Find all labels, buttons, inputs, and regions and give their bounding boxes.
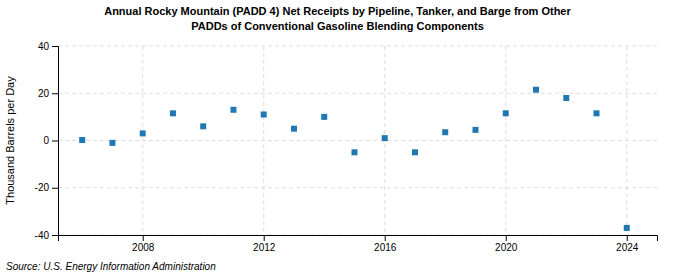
title: Annual Rocky Mountain (PADD 4) Net Recei… xyxy=(104,5,571,17)
x-tick-label: 2020 xyxy=(495,242,518,253)
point xyxy=(351,149,357,155)
x-tick-mark xyxy=(627,235,628,241)
x-tick: 2020 xyxy=(495,235,518,253)
y-axis: -40 -20 0 20 40 xyxy=(35,41,59,241)
y-grid-line xyxy=(58,140,657,141)
x-tick-mark xyxy=(143,235,144,241)
point xyxy=(442,129,448,135)
y-tick-label: -20 xyxy=(35,182,50,193)
x-tick-mark xyxy=(264,235,265,241)
x-axis: 2008 2012 2016 2020 2024 xyxy=(59,235,658,253)
point xyxy=(261,112,267,118)
y-tick: -40 xyxy=(35,230,58,241)
subtitle: PADDs of Conventional Gasoline Blending … xyxy=(191,20,484,32)
point xyxy=(109,140,115,146)
point xyxy=(503,110,509,116)
y-tick-mark xyxy=(52,93,58,94)
x-grid-line xyxy=(626,46,627,235)
y-tick: 0 xyxy=(43,135,58,146)
x-tick: 2012 xyxy=(253,235,276,253)
x-tick-label: 2008 xyxy=(132,242,155,253)
x-grid-line xyxy=(263,46,264,235)
point xyxy=(79,137,85,143)
y-tick: 20 xyxy=(38,88,58,99)
point xyxy=(624,225,630,231)
point xyxy=(170,110,176,116)
y-tick-label: -40 xyxy=(35,230,50,241)
x-tick-mark xyxy=(385,235,386,241)
point xyxy=(321,114,327,120)
point xyxy=(412,149,418,155)
chart: Annual Rocky Mountain (PADD 4) Net Recei… xyxy=(0,0,675,275)
y-tick: -20 xyxy=(35,182,58,193)
point xyxy=(291,126,297,132)
point xyxy=(472,127,478,133)
y-tick-mark xyxy=(52,235,58,236)
grid xyxy=(58,46,657,235)
x-grid-line xyxy=(142,46,143,235)
y-axis-label: Thousand Barrels per Day xyxy=(4,76,16,205)
plot-area: 2008 2012 2016 2020 2024 -40 -20 0 20 40 xyxy=(35,41,658,253)
y-grid-line xyxy=(58,46,657,47)
y-tick-mark xyxy=(52,141,58,142)
y-tick-label: 40 xyxy=(38,41,50,52)
point xyxy=(200,123,206,129)
x-tick: 2016 xyxy=(374,235,397,253)
x-tick: 2008 xyxy=(132,235,155,253)
point xyxy=(382,135,388,141)
y-tick-mark xyxy=(52,188,58,189)
x-tick-label: 2024 xyxy=(616,242,639,253)
title-group: Annual Rocky Mountain (PADD 4) Net Recei… xyxy=(104,5,571,32)
x-axis-line xyxy=(59,236,658,242)
point xyxy=(563,95,569,101)
x-tick-label: 2012 xyxy=(253,242,276,253)
y-tick-label: 0 xyxy=(43,135,49,146)
x-tick-mark xyxy=(506,235,507,241)
point xyxy=(140,130,146,136)
annotation: Source: U.S. Energy Information Administ… xyxy=(6,261,216,272)
y-tick-label: 20 xyxy=(38,88,50,99)
y-grid-line xyxy=(58,187,657,188)
y-tick: 40 xyxy=(38,41,58,52)
points xyxy=(79,87,630,231)
point xyxy=(593,110,599,116)
y-tick-mark xyxy=(52,46,58,47)
point xyxy=(533,87,539,93)
y-axis-line xyxy=(52,47,59,236)
x-grid-line xyxy=(505,46,506,235)
point xyxy=(230,107,236,113)
x-tick-label: 2016 xyxy=(374,242,397,253)
x-tick: 2024 xyxy=(616,235,639,253)
y-grid-line xyxy=(58,93,657,94)
